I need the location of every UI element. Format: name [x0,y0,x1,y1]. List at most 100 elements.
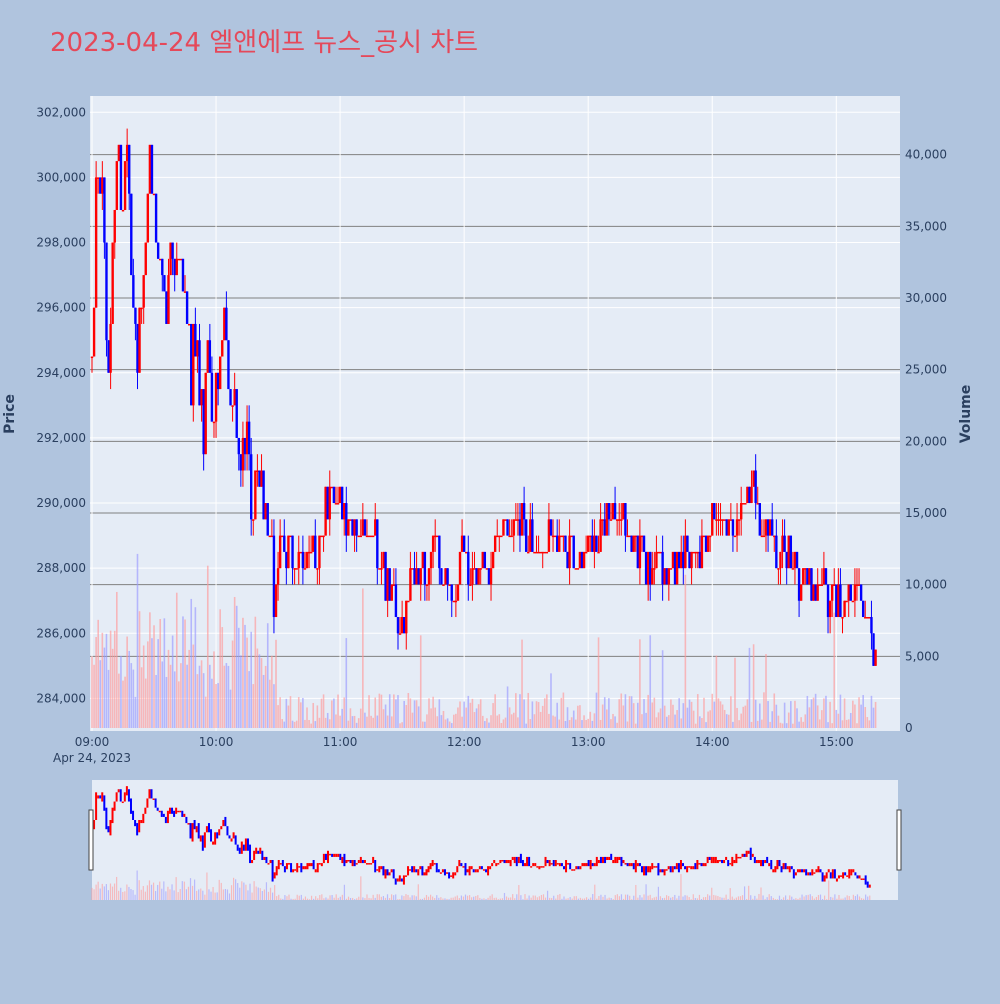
range-candle [316,863,319,873]
range-candle [552,860,555,867]
range-volume-bar [487,897,489,900]
range-candle [640,866,643,873]
range-volume-bar [413,895,415,900]
range-volume-bar [606,898,608,900]
candle-body [471,568,474,585]
range-candle [183,813,186,817]
volume-bar [849,712,852,728]
volume-bar [473,712,476,728]
range-volume-bar [514,898,516,900]
volume-bar [306,707,308,728]
volume-bar [116,591,118,728]
range-candle [320,863,323,867]
volume-bar [246,637,248,728]
range-candle [698,863,701,865]
candle-body [225,307,228,341]
candle-body [380,568,383,570]
volume-bar [250,631,252,728]
candle-body [239,454,243,471]
volume-bar [703,697,705,728]
candle-body [324,486,327,536]
range-candle [431,860,434,867]
range-volume-bar [649,894,651,900]
candle-body [713,503,716,520]
volume-bar [823,698,825,728]
range-volume-bar [189,878,192,900]
range-volume-bar [323,898,325,900]
range-volume-bar [269,887,272,900]
range-volume-bar [670,897,672,900]
candle-body [787,535,790,569]
volume-bar [281,719,284,728]
range-volume-bar [468,895,471,900]
range-candle [187,823,190,825]
volume-bar [812,697,815,728]
range-candle [458,860,461,867]
range-candle [813,872,816,874]
volume-bar [159,619,162,728]
range-candle [790,866,793,870]
volume-bar [271,655,273,728]
x-tick-label: 09:00 [75,735,110,749]
range-volume-bar [194,879,196,900]
candle-body [371,535,375,538]
candle-body [485,568,489,570]
range-volume-bar [637,897,639,900]
range-candle [679,860,682,870]
range-volume-bar [458,898,460,900]
range-volume-bar [688,897,690,900]
volume-tick-label: 15,000 [905,506,947,520]
volume-bar [438,699,441,728]
candle-body [655,551,658,569]
volume-bar [775,704,778,728]
volume-bar [206,565,209,728]
candle-body [241,437,245,471]
candle-body [171,242,174,259]
range-candle [766,856,769,864]
range-volume-bar [419,898,421,900]
range-volume-bar [434,898,436,900]
volume-bar [583,715,585,728]
candle-body [781,535,784,552]
range-candle [480,866,483,870]
range-candle [251,860,254,864]
range-volume-bar [643,894,645,900]
range-volume-bar [235,879,237,900]
range-volume-bar [797,898,799,900]
candle-body [417,568,420,585]
range-volume-bar [752,898,754,900]
range-volume-bar [107,890,110,900]
range-candle [224,816,227,827]
range-candle [569,863,572,870]
range-volume-bar [821,899,824,900]
candle-body [847,584,850,601]
volume-bar [649,635,652,728]
volume-bar [692,710,695,728]
range-volume-bar [148,880,151,900]
volume-bar [217,683,219,728]
volume-bar [339,715,341,728]
range-volume-bar [772,897,774,900]
range-volume-bar [345,898,348,900]
range-volume-bar [503,892,506,900]
range-candle [604,856,607,864]
range-volume-bar [721,897,723,900]
volume-bar [783,702,786,728]
volume-bar [415,700,418,728]
volume-bar [118,673,120,728]
x-date-label: Apr 24, 2023 [53,751,131,765]
volume-bar [665,716,668,728]
candle-body [719,519,722,521]
range-candle [786,866,789,870]
volume-bar [430,708,432,728]
volume-bar [486,718,488,728]
candle-body [603,519,606,536]
volume-bar [854,704,856,728]
range-volume-bar [134,894,136,900]
range-candle [433,863,436,865]
range-candle [310,863,313,867]
volume-bar [543,698,546,728]
range-volume-bar [152,882,155,900]
range-candle [762,860,765,867]
range-volume-bar [241,881,243,900]
